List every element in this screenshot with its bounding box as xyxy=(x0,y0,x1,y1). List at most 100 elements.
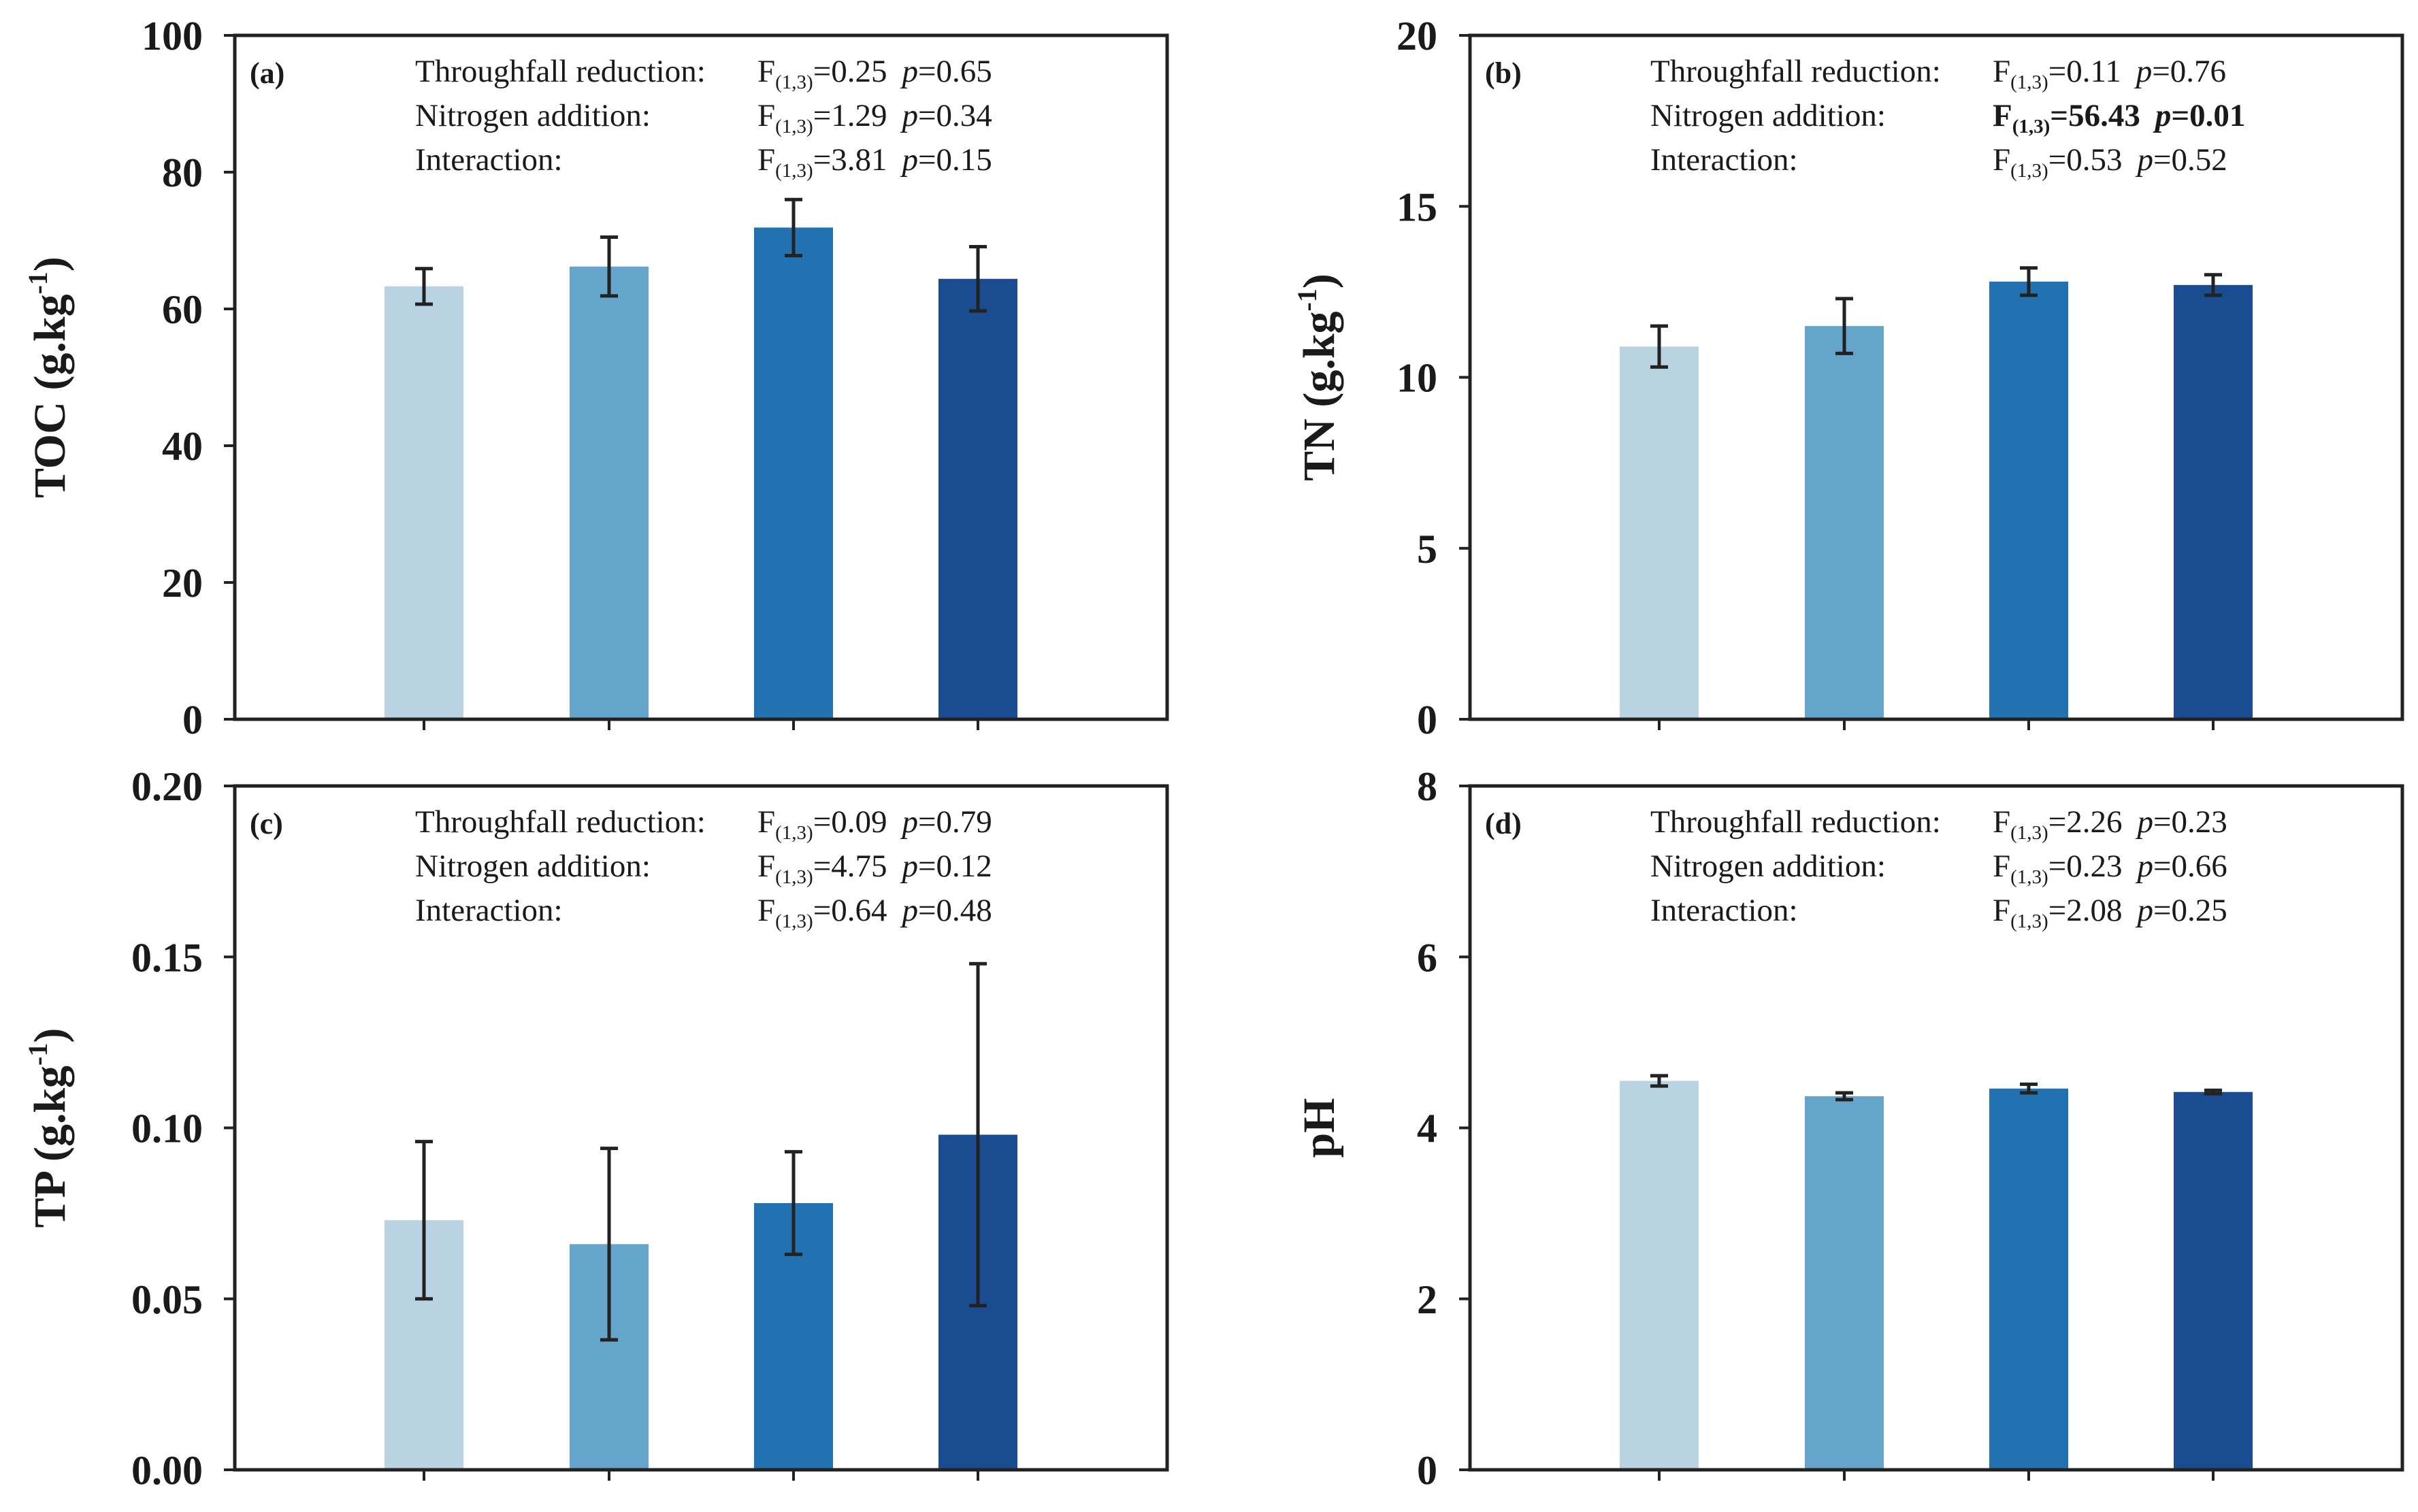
stat-f-value: =0.53 xyxy=(2048,142,2123,178)
stat-p-value: =0.76 xyxy=(2152,54,2226,89)
bar xyxy=(1620,346,1699,719)
stat-p: p xyxy=(900,54,918,89)
stat-p: p xyxy=(2134,54,2153,89)
stat-f: F xyxy=(1993,54,2010,89)
stat-values: F(1,3)=2.26 p=0.23 xyxy=(1993,804,2227,844)
stat-p: p xyxy=(2135,849,2153,884)
stat-f-value: =56.43 xyxy=(2050,98,2140,133)
y-axis-title-close: ) xyxy=(25,257,75,272)
chart-panel-1: 0 20 40 60 80 100 (a) TOC (g.kg-1) Throughfall r… xyxy=(22,14,1169,742)
stat-p-value: =0.25 xyxy=(2153,893,2227,928)
y-axis-title-main: TN (g.kg xyxy=(1294,311,1344,480)
stat-f-value: =0.64 xyxy=(813,893,887,928)
stat-df: (1,3) xyxy=(775,71,813,93)
stat-f: F xyxy=(757,849,775,884)
stat-label: Throughfall reduction: xyxy=(1650,54,1941,89)
bar xyxy=(1620,1081,1699,1470)
stat-f-value: =0.23 xyxy=(2048,849,2123,884)
stat-label: Throughfall reduction: xyxy=(1650,804,1941,840)
stat-label: Nitrogen addition: xyxy=(1650,849,1886,884)
y-tick-label: 0.00 xyxy=(131,1448,203,1493)
chart-panel-2: 0 5 10 15 20 (b) TN (g.kg-1) Throughfall reduct… xyxy=(1292,14,2404,742)
y-tick-label: 0.20 xyxy=(131,764,203,809)
y-tick-label: 5 xyxy=(1417,527,1437,572)
bar xyxy=(2174,1091,2253,1470)
stat-df: (1,3) xyxy=(2010,71,2048,93)
y-tick-label: 2 xyxy=(1417,1277,1437,1322)
y-axis-title-close: ) xyxy=(1294,274,1344,289)
stat-f-value: =3.81 xyxy=(813,142,887,178)
y-axis-title-main: pH xyxy=(1294,1098,1344,1157)
plot-frame xyxy=(1468,784,2404,1472)
stat-values: F(1,3)=4.75 p=0.12 xyxy=(757,849,992,888)
stat-p: p xyxy=(900,98,918,133)
plot-frame xyxy=(233,33,1169,721)
stat-values: F(1,3)=0.53 p=0.52 xyxy=(1993,142,2227,182)
stat-p: p xyxy=(2135,804,2153,840)
y-tick-label: 0.15 xyxy=(131,935,203,980)
stat-p-value: =0.48 xyxy=(918,893,992,928)
stat-values: F(1,3)=3.81 p=0.15 xyxy=(757,142,992,182)
y-axis-title-superscript: -1 xyxy=(1292,289,1322,311)
stat-p-value: =0.15 xyxy=(918,142,992,178)
stat-p: p xyxy=(2135,893,2153,928)
stat-df: (1,3) xyxy=(2012,116,2051,137)
y-axis-title-superscript: -1 xyxy=(22,272,53,294)
stat-label: Nitrogen addition: xyxy=(415,98,651,133)
stat-f-value: =2.26 xyxy=(2048,804,2123,840)
stat-f: F xyxy=(757,54,775,89)
stat-values: F(1,3)=0.09 p=0.79 xyxy=(757,804,992,844)
y-axis-title-superscript: -1 xyxy=(22,1043,53,1066)
bar xyxy=(1805,1096,1884,1470)
stat-f: F xyxy=(757,804,775,840)
y-tick-label: 0.10 xyxy=(131,1106,203,1151)
stat-df: (1,3) xyxy=(775,116,813,137)
stat-values: F(1,3)=0.23 p=0.66 xyxy=(1993,849,2227,888)
bar xyxy=(385,286,463,720)
y-tick-label: 20 xyxy=(1396,14,1437,59)
stat-values: F(1,3)=0.64 p=0.48 xyxy=(757,893,992,932)
stat-p: p xyxy=(900,804,918,840)
y-tick-label: 60 xyxy=(162,287,203,332)
stat-df: (1,3) xyxy=(775,160,813,182)
bar xyxy=(1989,1088,2068,1470)
stat-p: p xyxy=(2153,98,2172,133)
stat-df: (1,3) xyxy=(775,910,813,932)
stat-f-value: =0.09 xyxy=(813,804,887,840)
bar xyxy=(938,278,1017,719)
stat-p-value: =0.66 xyxy=(2153,849,2227,884)
stat-label: Interaction: xyxy=(1650,142,1798,178)
y-tick-label: 0 xyxy=(182,697,203,742)
bar xyxy=(1989,281,2068,719)
stat-f-value: =1.29 xyxy=(813,98,887,133)
y-tick-label: 0 xyxy=(1417,697,1437,742)
y-tick-label: 15 xyxy=(1396,184,1437,229)
stat-df: (1,3) xyxy=(775,866,813,888)
stat-label: Nitrogen addition: xyxy=(415,849,651,884)
stat-f: F xyxy=(757,142,775,178)
stat-p-value: =0.23 xyxy=(2153,804,2227,840)
stat-values: F(1,3)=2.08 p=0.25 xyxy=(1993,893,2227,932)
stat-f: F xyxy=(1993,142,2010,178)
bar xyxy=(2174,284,2253,719)
y-axis-title-main: TP (g.kg xyxy=(25,1066,75,1228)
stat-label: Interaction: xyxy=(1650,893,1798,928)
y-tick-label: 6 xyxy=(1417,935,1437,980)
stat-p-value: =0.65 xyxy=(918,54,992,89)
bar xyxy=(754,227,833,719)
panel-label: (c) xyxy=(250,807,283,840)
stat-label: Throughfall reduction: xyxy=(415,54,706,89)
stat-df: (1,3) xyxy=(775,822,813,844)
y-tick-label: 20 xyxy=(162,561,203,606)
stat-p-value: =0.01 xyxy=(2171,98,2245,133)
plot-frame xyxy=(1468,33,2404,721)
stat-df: (1,3) xyxy=(2010,910,2048,932)
y-tick-label: 10 xyxy=(1396,356,1437,401)
stat-p: p xyxy=(900,142,918,178)
stat-f: F xyxy=(1993,98,2012,133)
stat-values: F(1,3)=0.11 p=0.76 xyxy=(1993,54,2226,93)
y-axis-title: TP (g.kg-1) xyxy=(22,1028,75,1228)
stat-p-value: =0.34 xyxy=(918,98,992,133)
stat-p: p xyxy=(900,849,918,884)
